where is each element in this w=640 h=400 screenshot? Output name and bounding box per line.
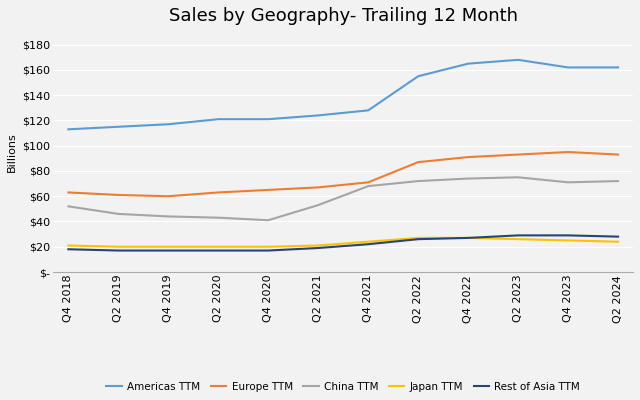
China TTM [115,212,122,216]
Japan TTM [314,243,322,248]
Japan TTM [614,239,622,244]
Americas TTM [564,65,572,70]
Rest of Asia TTM [115,248,122,253]
China TTM [464,176,472,181]
Line: Europe TTM: Europe TTM [68,152,618,196]
Rest of Asia TTM [164,248,172,253]
Europe TTM [515,152,522,157]
China TTM [264,218,272,223]
Japan TTM [264,244,272,249]
Europe TTM [164,194,172,199]
Americas TTM [364,108,372,113]
Americas TTM [115,124,122,129]
China TTM [314,203,322,208]
Americas TTM [164,122,172,127]
Americas TTM [414,74,422,79]
Europe TTM [264,188,272,192]
China TTM [564,180,572,185]
Japan TTM [115,244,122,249]
Americas TTM [214,117,222,122]
Americas TTM [314,113,322,118]
China TTM [65,204,72,209]
Americas TTM [464,61,472,66]
Line: China TTM: China TTM [68,177,618,220]
Europe TTM [115,192,122,197]
Japan TTM [164,244,172,249]
Japan TTM [464,236,472,240]
Title: Sales by Geography- Trailing 12 Month: Sales by Geography- Trailing 12 Month [169,7,518,25]
Rest of Asia TTM [264,248,272,253]
Europe TTM [414,160,422,164]
Americas TTM [614,65,622,70]
China TTM [414,179,422,184]
Rest of Asia TTM [314,246,322,250]
Europe TTM [614,152,622,157]
Rest of Asia TTM [564,233,572,238]
Line: Americas TTM: Americas TTM [68,60,618,129]
Americas TTM [515,58,522,62]
Rest of Asia TTM [464,236,472,240]
China TTM [515,175,522,180]
Japan TTM [515,237,522,242]
Rest of Asia TTM [414,237,422,242]
Europe TTM [214,190,222,195]
China TTM [214,215,222,220]
Japan TTM [65,243,72,248]
Y-axis label: Billions: Billions [7,132,17,172]
Rest of Asia TTM [364,242,372,247]
Rest of Asia TTM [614,234,622,239]
Rest of Asia TTM [214,248,222,253]
Europe TTM [364,180,372,185]
Line: Rest of Asia TTM: Rest of Asia TTM [68,235,618,250]
Japan TTM [564,238,572,243]
Japan TTM [414,236,422,240]
Europe TTM [564,150,572,154]
Japan TTM [214,244,222,249]
Japan TTM [364,239,372,244]
Rest of Asia TTM [65,247,72,252]
Europe TTM [65,190,72,195]
Europe TTM [464,155,472,160]
Rest of Asia TTM [515,233,522,238]
China TTM [364,184,372,188]
Legend: Americas TTM, Europe TTM, China TTM, Japan TTM, Rest of Asia TTM: Americas TTM, Europe TTM, China TTM, Jap… [102,378,584,396]
China TTM [164,214,172,219]
Americas TTM [264,117,272,122]
Americas TTM [65,127,72,132]
Line: Japan TTM: Japan TTM [68,238,618,247]
China TTM [614,179,622,184]
Europe TTM [314,185,322,190]
